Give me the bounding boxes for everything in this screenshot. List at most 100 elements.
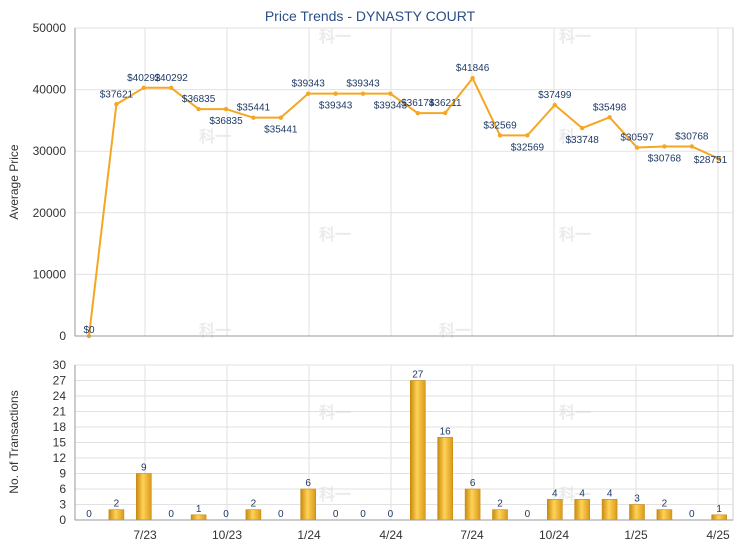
transaction-bar-label: 4 [552, 488, 558, 499]
watermark-text: 科一 [559, 403, 591, 422]
watermark-text: 科一 [199, 321, 231, 340]
transaction-bar [574, 499, 591, 521]
bottom-y-tick-label: 3 [59, 498, 66, 512]
transaction-bar-label: 27 [412, 370, 424, 381]
price-point [497, 133, 503, 138]
x-tick-label: 4/25 [706, 528, 730, 542]
price-point-label: $36835 [182, 94, 216, 105]
bottom-y-tick-label: 6 [59, 482, 66, 496]
price-point-label: $35441 [264, 125, 298, 136]
top-y-tick-label: 0 [59, 329, 66, 343]
transaction-bar-label: 3 [634, 494, 640, 505]
price-point-label: $30597 [620, 133, 654, 144]
x-tick-label: 7/24 [460, 528, 484, 542]
transaction-bar-label: 6 [305, 478, 311, 489]
transaction-bar-label: 2 [497, 499, 503, 510]
watermark-text: 科一 [199, 127, 231, 146]
price-point [223, 106, 229, 112]
transaction-bar-label: 0 [525, 509, 531, 520]
top-y-tick-label: 10000 [33, 267, 67, 281]
price-point [306, 91, 311, 96]
transaction-bar [546, 499, 563, 521]
top-plot-area [74, 27, 734, 337]
price-series-line [88, 77, 720, 337]
bottom-y-tick-label: 0 [59, 513, 66, 527]
price-point-label: $0 [83, 325, 95, 336]
price-point-label: $40292 [127, 73, 161, 84]
top-y-tick-label: 30000 [33, 144, 67, 158]
bottom-y-axis-label: No. of Transactions [7, 390, 21, 493]
price-point-label: $41846 [456, 63, 490, 74]
x-tick-label: 4/24 [379, 528, 403, 542]
watermark-text: 科一 [559, 127, 591, 146]
price-point-label: $33748 [566, 135, 600, 146]
price-point-label: $30768 [648, 153, 682, 164]
transaction-bar [629, 504, 645, 521]
transaction-bar-label: 16 [440, 426, 452, 437]
transaction-bar-label: 1 [716, 504, 722, 515]
top-y-tick-label: 50000 [33, 21, 67, 35]
price-point [141, 85, 146, 91]
price-point [251, 115, 256, 120]
transaction-bar-label: 0 [278, 509, 284, 520]
transaction-bar [601, 499, 618, 521]
watermark-text: 科一 [319, 27, 351, 46]
transaction-bar-label: 0 [168, 509, 174, 520]
price-point-label: $37499 [538, 90, 572, 101]
price-point-label: $40292 [155, 73, 189, 84]
price-point-label: $39343 [346, 79, 380, 90]
price-point-label: $39343 [374, 101, 408, 112]
price-point [333, 91, 338, 96]
price-point-label: $32569 [511, 142, 545, 153]
bottom-y-tick-label: 15 [53, 436, 67, 450]
price-point-label: $35498 [593, 102, 627, 113]
price-point [169, 85, 174, 91]
bottom-y-tick-label: 12 [53, 451, 67, 465]
price-point-label: $36174 [401, 98, 435, 109]
transaction-bar [409, 380, 426, 521]
transaction-bar [464, 488, 481, 521]
price-point [278, 115, 283, 120]
bottom-y-tick-label: 27 [53, 374, 67, 388]
transaction-bar [437, 437, 454, 521]
transaction-bar-label: 0 [86, 509, 92, 520]
top-y-tick-label: 20000 [33, 206, 67, 220]
top-y-axis-label: Average Price [7, 144, 21, 219]
watermark-text: 科一 [319, 485, 351, 504]
price-point [607, 115, 612, 120]
price-point-label: $39343 [292, 79, 326, 90]
price-point-label: $28751 [694, 155, 728, 166]
price-point [415, 110, 420, 116]
watermark-text: 科一 [439, 321, 471, 340]
price-point [470, 76, 475, 81]
bottom-y-tick-label: 24 [53, 389, 67, 403]
top-y-tick-label: 40000 [33, 83, 67, 97]
watermark-text: 科一 [559, 27, 591, 46]
x-tick-label: 1/25 [624, 528, 648, 542]
transaction-bar-label: 2 [114, 499, 120, 510]
price-point [196, 106, 201, 112]
transaction-bar-label: 4 [579, 488, 585, 499]
transaction-bar-label: 0 [333, 509, 339, 520]
price-point [717, 156, 722, 162]
transaction-bar [136, 473, 152, 521]
x-tick-label: 10/23 [212, 528, 242, 542]
price-point [580, 125, 585, 131]
price-point-label: $32569 [483, 120, 517, 131]
transaction-bar [492, 509, 508, 521]
price-point [360, 91, 366, 96]
transaction-bar [300, 488, 317, 521]
watermark-text: 科一 [319, 225, 351, 244]
price-point [634, 145, 640, 150]
chart-title: Price Trends - DYNASTY COURT [265, 8, 476, 24]
transaction-bar-label: 0 [689, 509, 695, 520]
price-point [525, 133, 530, 138]
transaction-bar-label: 0 [223, 509, 229, 520]
transaction-bar-label: 2 [251, 499, 257, 510]
price-point-label: $36835 [209, 116, 243, 127]
transaction-bar-label: 6 [470, 478, 476, 489]
price-point-label: $30768 [675, 131, 709, 142]
transaction-bar [656, 509, 673, 521]
